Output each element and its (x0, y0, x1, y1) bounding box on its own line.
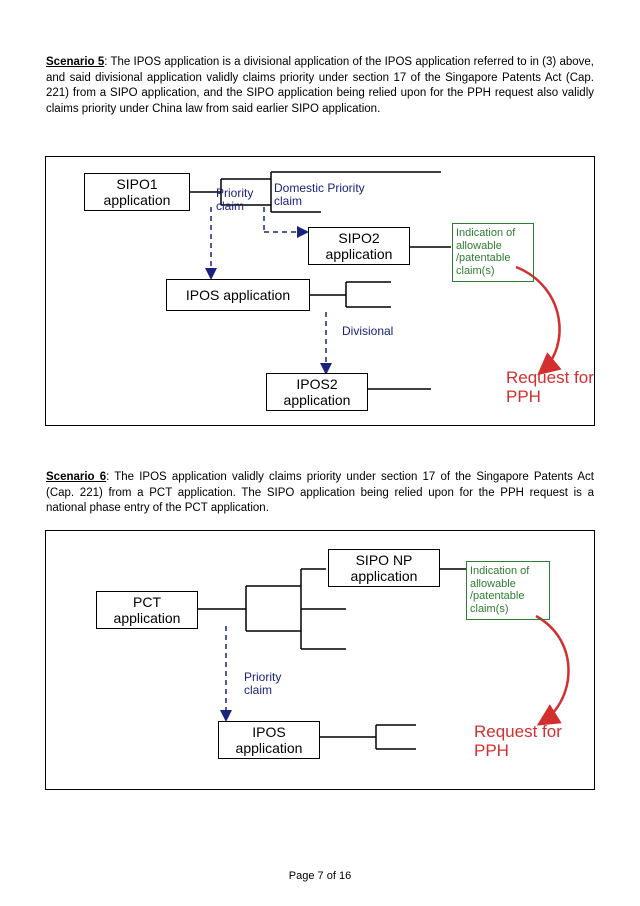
label-priority5: Priority claim (216, 187, 266, 213)
scenario6-para: Scenario 6: The IPOS application validly… (46, 470, 594, 517)
node-sipo-np: SIPO NP application (328, 549, 440, 587)
diagram6: PCT application SIPO NP application IPOS… (45, 530, 595, 790)
label-divisional: Divisional (342, 325, 393, 338)
node-sipo2: SIPO2 application (308, 227, 410, 265)
label-indication5: Indication of allowable /patentable clai… (452, 223, 534, 282)
scenario6-text: : The IPOS application validly claims pr… (46, 471, 594, 514)
label-indication6: Indication of allowable /patentable clai… (466, 561, 550, 620)
node-ipos6: IPOS application (218, 721, 320, 759)
page-footer: Page 7 of 16 (0, 870, 640, 882)
scenario5-label: Scenario 5 (46, 56, 104, 68)
scenario5-para: Scenario 5: The IPOS application is a di… (46, 55, 594, 117)
node-sipo1: SIPO1 application (84, 173, 190, 211)
label-request5: Request for PPH (506, 369, 594, 406)
scenario5-text: : The IPOS application is a divisional a… (46, 56, 594, 115)
scenario6-label: Scenario 6 (46, 471, 106, 483)
label-domestic: Domestic Priority claim (274, 182, 384, 208)
node-ipos: IPOS application (166, 279, 310, 311)
node-pct: PCT application (96, 591, 198, 629)
label-request6: Request for PPH (474, 723, 584, 760)
diagram5: SIPO1 application SIPO2 application IPOS… (45, 156, 595, 426)
page: Scenario 5: The IPOS application is a di… (0, 0, 640, 906)
node-ipos2: IPOS2 application (266, 373, 368, 411)
label-priority6: Priority claim (244, 671, 294, 697)
